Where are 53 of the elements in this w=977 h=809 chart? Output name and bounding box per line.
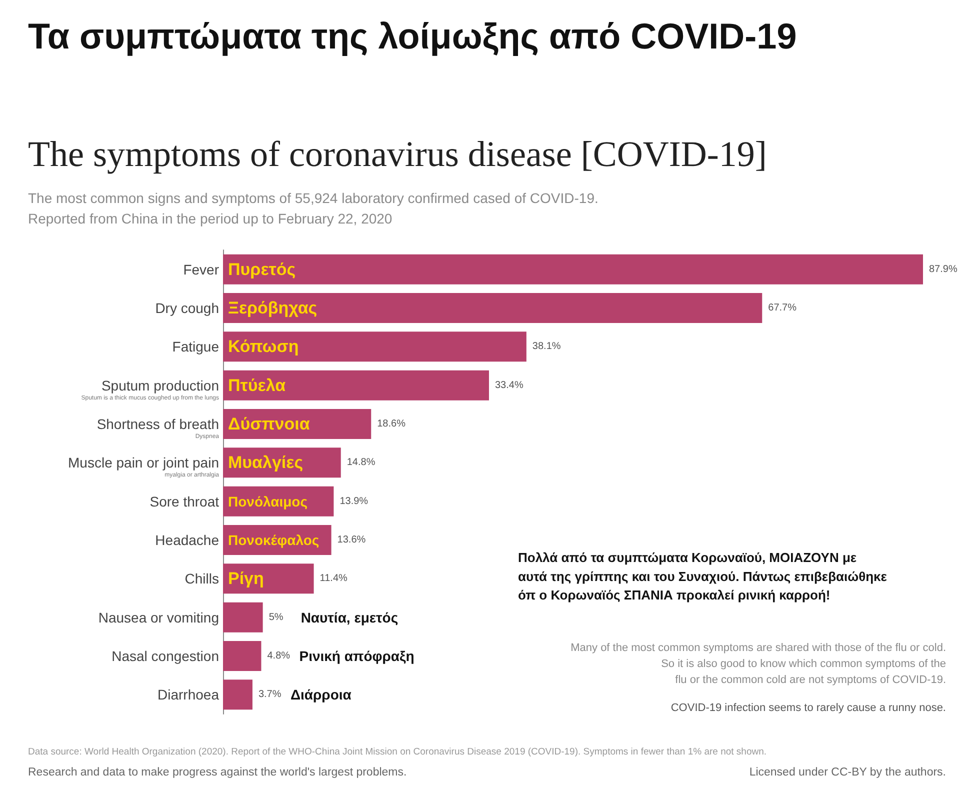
data-label: 33.4% — [494, 380, 524, 391]
chart-subtitle: The symptoms of coronavirus disease [COVID-19] — [28, 134, 767, 174]
y-tick-label: Shortness of breath — [96, 416, 219, 432]
y-tick-label: Headache — [155, 532, 220, 548]
y-tick-label: Sputum production — [101, 377, 219, 394]
data-label: 3.7% — [258, 689, 282, 700]
annotation: Διάρροια — [290, 686, 352, 703]
text: Research and data to make progress against the world's largest problems. — [28, 766, 407, 778]
annotation: Ρίγη — [228, 569, 264, 588]
annotation: COVID-19 infection seems to rarely cause a runny nose. — [670, 702, 946, 714]
y-tick-label: Sore throat — [150, 493, 220, 510]
bar — [223, 254, 923, 284]
y-tick-label: Dry cough — [155, 300, 219, 316]
annotation: Ξερόβηχας — [228, 298, 318, 318]
annotation: Κόπωση — [228, 337, 299, 356]
text: Licensed under CC-BY by the authors. — [749, 766, 946, 778]
annotation: Πονόλαιμος — [228, 493, 308, 510]
bar — [223, 602, 263, 632]
annotation: Δύσπνοια — [228, 414, 310, 434]
bar — [223, 332, 526, 362]
data-label: 14.8% — [346, 457, 376, 468]
chart-title: Τα συμπτώματα της λοίμωξης από COVID-19 — [28, 16, 797, 56]
source-note: Data source: World Health Organization (2020). Report of the WHO-China Joint Mission on Coronavirus Disease 2019 (COVID-19). Symptoms in fewer than 1% are not shown. — [28, 746, 767, 758]
data-label: 4.8% — [267, 650, 290, 662]
annotation: Μυαλγίες — [228, 453, 304, 472]
bar — [223, 370, 489, 400]
y-tick-label: Chills — [184, 570, 219, 587]
annotation: Πυρετός — [228, 260, 296, 279]
data-label: 5% — [268, 612, 284, 623]
data-label: 67.7% — [768, 302, 797, 314]
data-label: 13.6% — [337, 534, 366, 546]
data-label: 13.9% — [340, 496, 368, 507]
y-tick-label: Nausea or vomiting — [98, 609, 219, 626]
annotation: Πολλά από τα συμπτώματα Κορωναϊού, ΜΟΙΑΖΟΥΝ με αυτά της γρίππης και του Συναχιού. Πάντως επιβεβαιώθηκε όπ ο Κορωναϊός ΣΠΑΝΙΑ προκαλεί ρινική καρροή! — [518, 550, 887, 603]
y-tick-label: Muscle pain or joint pain — [68, 454, 219, 471]
bar — [223, 680, 252, 710]
y-tick-label: Fever — [183, 261, 220, 278]
annotation: Ναυτία, εμετός — [300, 609, 398, 626]
data-label: 18.6% — [377, 418, 406, 430]
text: The most common signs and symptoms of 55,924 laboratory confirmed cased of COVID-19. Reported from China in the period up to February 22, 2020 — [28, 190, 598, 226]
data-label: 87.9% — [929, 264, 958, 275]
annotation: Πτύελα — [228, 376, 286, 395]
data-label: 11.4% — [320, 573, 348, 584]
bar — [223, 293, 762, 323]
y-tick-label: Fatigue — [172, 338, 220, 355]
bar — [223, 641, 262, 671]
annotation: Many of the most common symptoms are shared with those of the flu or cold. So it is also good to know which common symptoms of the flu or the common cold are not symptoms of COVID-19. — [570, 642, 946, 686]
annotation: Πονοκέφαλος — [228, 532, 320, 548]
y-tick-label: Nasal congestion — [112, 648, 219, 664]
bar — [223, 564, 314, 594]
y-tick-label: Diarrhoea — [158, 686, 220, 703]
data-label: 38.1% — [532, 341, 561, 352]
annotation: Ρινική απόφραξη — [299, 648, 414, 664]
